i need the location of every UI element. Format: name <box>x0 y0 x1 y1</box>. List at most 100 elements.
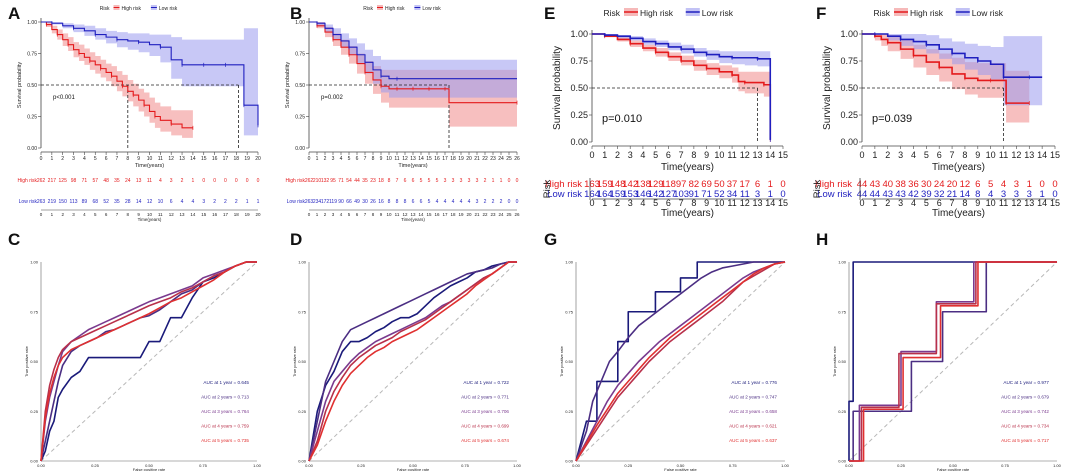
y-tick-label: 0.25 <box>30 409 39 414</box>
risk-table-cell: 3 <box>1027 189 1032 200</box>
risk-table-x-tick: 12 <box>402 212 408 217</box>
risk-table-x-title: Time(years) <box>401 217 425 222</box>
risk-table-x-tick: 0 <box>589 198 594 208</box>
risk-table-x-tick: 15 <box>778 198 788 208</box>
risk-table-cell: 0 <box>257 178 260 184</box>
x-tick-label: 0.75 <box>199 463 208 468</box>
x-tick-label: 16 <box>212 156 218 162</box>
risk-table-cell: 125 <box>59 178 68 184</box>
y-tick-label: 0.75 <box>570 56 588 66</box>
y-tick-label: 0.75 <box>838 309 847 314</box>
risk-table-cell: 1 <box>500 178 503 184</box>
risk-table-cell: 153 <box>622 189 638 200</box>
risk-table-cell: 12 <box>147 199 153 205</box>
auc-label-4: AUC at 4 years = 0.699 <box>461 424 509 429</box>
risk-table-cell: 142 <box>648 189 664 200</box>
x-axis-title: False positive rate <box>664 467 697 471</box>
risk-table-cell: 172 <box>321 199 330 205</box>
risk-table-cell: 95 <box>330 178 336 184</box>
x-tick-label: 6 <box>937 150 942 160</box>
risk-table-cell: 69 <box>701 179 712 190</box>
auc-label-3: AUC at 3 years = 0.706 <box>461 409 509 414</box>
y-tick-label: 0.00 <box>295 146 305 152</box>
panel-label: F <box>816 4 826 23</box>
high-risk-ci-band <box>592 34 771 140</box>
risk-table-x-tick: 4 <box>640 198 645 208</box>
risk-table-cell: 8 <box>396 199 399 205</box>
risk-table-cell: 113 <box>70 199 78 205</box>
risk-table-cell: 5 <box>436 178 439 184</box>
x-tick-label: 2 <box>324 156 327 162</box>
risk-table-x-tick: 4 <box>83 212 86 217</box>
y-tick-label: 1.00 <box>298 260 307 265</box>
x-tick-label: 8 <box>691 150 696 160</box>
x-tick-label: 7 <box>364 156 367 162</box>
x-tick-label: 10 <box>386 156 392 162</box>
y-tick-label: 0.50 <box>27 83 37 89</box>
auc-label-2: AUC at 2 years = 0.747 <box>729 395 777 400</box>
x-tick-label: 19 <box>458 156 464 162</box>
risk-table-cell: 2 <box>181 178 184 184</box>
risk-table-cell: 42 <box>908 189 919 200</box>
y-axis-title: True positive rate <box>559 345 564 377</box>
p-value: p=0.039 <box>872 113 912 125</box>
y-tick-label: 0.00 <box>298 459 307 464</box>
risk-table-x-title: Time(years) <box>661 208 714 219</box>
risk-table-x-tick: 20 <box>255 212 261 217</box>
risk-table-x-tick: 7 <box>364 212 367 217</box>
x-tick-label: 19 <box>244 156 250 162</box>
x-tick-label: 8 <box>962 150 967 160</box>
legend-low-risk: Low risk <box>702 8 734 18</box>
low-risk-ci-band <box>862 34 1043 106</box>
risk-table-cell: 0 <box>235 178 238 184</box>
roc-curve-2-years <box>849 261 1057 462</box>
x-tick-label: 11 <box>394 156 399 162</box>
risk-table-x-tick: 1 <box>316 212 319 217</box>
y-tick-label: 0.00 <box>565 459 574 464</box>
risk-table-cell: 2 <box>235 199 238 205</box>
auc-label-4: AUC at 4 years = 0.734 <box>1001 424 1049 429</box>
risk-table-cell: 263 <box>37 199 46 205</box>
y-tick-label: 0.25 <box>838 409 847 414</box>
risk-table-cell: 23 <box>370 178 376 184</box>
risk-table-cell: 262 <box>37 178 46 184</box>
panel-label: C <box>8 230 20 249</box>
risk-table-x-tick: 10 <box>386 212 392 217</box>
x-tick-label: 6 <box>666 150 671 160</box>
x-tick-label: 0.25 <box>624 463 633 468</box>
risk-table-cell: 82 <box>689 179 700 190</box>
y-tick-label: 0.75 <box>30 309 39 314</box>
risk-table-cell: 132 <box>321 178 330 184</box>
risk-table-cell: 68 <box>92 199 98 205</box>
roc-curve-2-years <box>575 261 785 462</box>
risk-table-cell: 40 <box>882 179 893 190</box>
y-tick-label: 0.25 <box>298 409 307 414</box>
y-tick-label: 0.75 <box>298 309 307 314</box>
km-panel-E: E Risk High risk Low risk0.000.250.500.751.… <box>542 4 788 219</box>
risk-table-cell: 12 <box>960 179 971 190</box>
risk-table-cell: 6 <box>412 199 415 205</box>
risk-table-cell: 3 <box>476 199 479 205</box>
risk-table-cell: 127 <box>660 189 676 200</box>
risk-table-x-tick: 9 <box>975 198 980 208</box>
x-tick-label: 12 <box>402 156 408 162</box>
y-tick-label: 1.00 <box>27 20 37 26</box>
risk-table-cell: 35 <box>114 178 120 184</box>
x-tick-label: 0.00 <box>305 463 314 468</box>
risk-table-cell: 34 <box>727 189 738 200</box>
risk-table-x-tick: 3 <box>628 198 633 208</box>
x-tick-label: 1 <box>316 156 319 162</box>
y-axis-title: Survival probability <box>17 62 23 108</box>
x-tick-label: 5 <box>94 156 97 162</box>
x-tick-label: 8 <box>372 156 375 162</box>
risk-table-x-tick: 2 <box>324 212 327 217</box>
high-risk-table-label: High risk <box>545 179 582 190</box>
risk-table-cell: 3 <box>170 178 173 184</box>
risk-table-x-tick: 0 <box>859 198 864 208</box>
x-tick-label: 13 <box>410 156 416 162</box>
risk-table-cell: 0 <box>780 189 785 200</box>
risk-table-cell: 0 <box>516 199 519 205</box>
y-axis-title: Survival probability <box>552 46 563 130</box>
risk-table-cell: 0 <box>224 178 227 184</box>
